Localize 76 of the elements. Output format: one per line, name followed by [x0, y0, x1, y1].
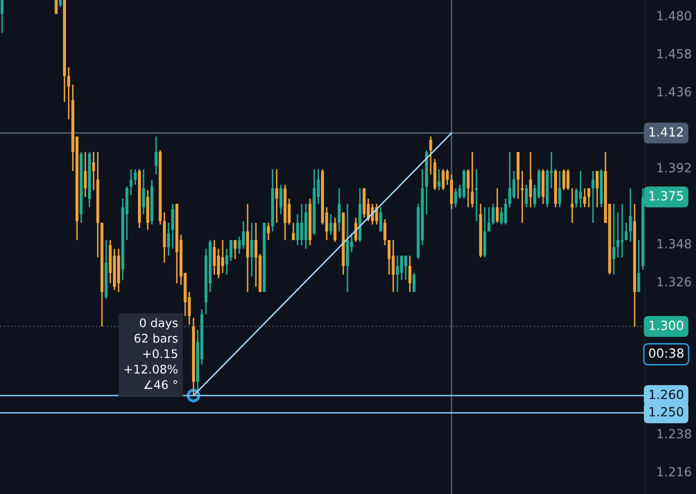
candlestick — [221, 239, 224, 274]
candlestick — [500, 206, 503, 226]
y-tick-label: 1.392 — [657, 163, 691, 172]
candlestick — [620, 203, 624, 258]
candlestick — [596, 170, 599, 208]
candlestick — [616, 212, 620, 258]
candlestick — [475, 168, 478, 222]
candlestick — [400, 254, 404, 281]
candlestick — [329, 213, 332, 236]
candlestick — [0, 0, 4, 34]
candlestick — [338, 188, 341, 232]
candlestick — [171, 203, 174, 250]
candlestick — [167, 222, 170, 256]
y-tick-label: 1.326 — [657, 277, 692, 286]
candlestick — [408, 254, 412, 293]
candlestick — [212, 239, 216, 276]
candlestick — [154, 136, 158, 176]
y-tick-label: 1.480 — [657, 11, 692, 20]
y-tick-label: 1.458 — [657, 49, 692, 58]
candlestick — [388, 239, 391, 276]
candlestick — [142, 168, 146, 215]
candlestick — [266, 222, 270, 241]
candlestick — [130, 168, 133, 196]
candlestick — [242, 220, 245, 250]
ref-line-label: 1.260 — [650, 390, 684, 400]
y-tick-label: 1.348 — [657, 239, 692, 248]
candlestick — [574, 188, 578, 208]
candlestick — [587, 188, 590, 208]
ref-line-label: 1.250 — [650, 406, 684, 416]
y-tick-label: 1.238 — [657, 429, 692, 438]
candlestick — [592, 170, 594, 224]
candlestick — [492, 203, 495, 226]
candlestick — [562, 168, 566, 191]
text: 00:38 — [649, 348, 684, 358]
ref-line-label: 1.412 — [650, 127, 683, 136]
candlestick — [487, 206, 490, 232]
candlestick — [84, 151, 87, 198]
candlestick — [67, 66, 70, 120]
candlestick — [234, 239, 237, 260]
candlestick — [383, 218, 386, 246]
annotation: +12.08% — [124, 364, 178, 374]
candlestick — [446, 168, 449, 186]
candlestick — [504, 198, 508, 226]
candlestick — [296, 213, 299, 246]
candlestick — [470, 151, 474, 208]
annotation: 62 bars — [134, 334, 178, 343]
ref-line-label: 1.300 — [650, 320, 684, 330]
candlestick — [628, 188, 632, 243]
candlestick — [558, 170, 562, 208]
candlestick — [334, 216, 336, 243]
candlestick — [229, 239, 232, 262]
candlestick — [412, 272, 416, 293]
candlestick — [579, 170, 582, 208]
annotation: +0.15 — [143, 349, 178, 358]
candlestick — [292, 222, 295, 241]
candlestick — [524, 184, 528, 208]
candlestick — [583, 188, 586, 208]
candlestick — [529, 151, 532, 208]
candlestick — [429, 136, 432, 176]
candlestick — [566, 168, 570, 191]
annotation: 0 days — [140, 318, 178, 330]
candlestick — [279, 184, 282, 215]
candlestick — [570, 188, 574, 224]
candlestick — [438, 168, 440, 191]
candlestick — [92, 151, 96, 191]
candlestick — [454, 188, 458, 208]
candlestick — [442, 168, 445, 191]
candlestick — [466, 168, 470, 208]
annotation: ∠46 ° — [144, 380, 178, 390]
y-tick-label: 1.216 — [657, 467, 692, 476]
candlestick — [54, 0, 58, 15]
candlestick — [396, 254, 399, 293]
candlestick — [217, 248, 220, 279]
y-tick-label: 1.436 — [657, 87, 692, 96]
candlestick — [300, 203, 304, 246]
text: 1.375 — [650, 191, 683, 201]
